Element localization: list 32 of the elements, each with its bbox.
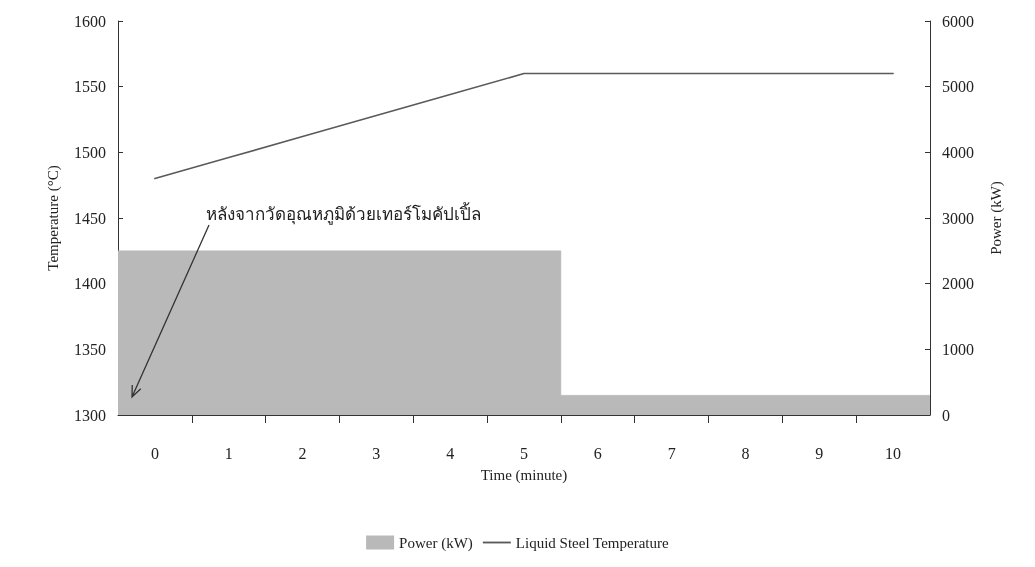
y2-tick-label: 3000 xyxy=(942,209,974,227)
x-tick-label: 9 xyxy=(815,444,824,462)
x-tick-label: 0 xyxy=(150,444,159,462)
x-tick-label: 6 xyxy=(593,444,602,462)
annotation: หลังจากวัดอุณหภูมิด้วยเทอร์โมคัปเปิ้ล xyxy=(206,201,481,227)
y2-tick-label: 1000 xyxy=(942,340,974,358)
legend-label: Power (kW) xyxy=(399,534,473,552)
line-series xyxy=(154,72,894,180)
x-axis-title: Time (minute) xyxy=(480,466,568,484)
x-tick-label: 10 xyxy=(885,444,902,462)
x-tick-label: 5 xyxy=(520,444,528,462)
y-axis-title: Temperature (°C) xyxy=(44,165,62,271)
y2-tick-label: 4000 xyxy=(942,143,974,161)
y2-axis-title: Power (kW) xyxy=(987,181,1005,255)
x-tick-label: 3 xyxy=(372,444,381,462)
y-tick-label: 1400 xyxy=(74,275,106,293)
y2-tick-label: 5000 xyxy=(942,78,974,96)
y-tick-label: 1350 xyxy=(74,340,106,358)
x-tick-label: 4 xyxy=(446,444,455,462)
legend-label: Liquid Steel Temperature xyxy=(515,534,669,551)
y2-tick-label: 0 xyxy=(942,406,950,424)
x-tick-label: 7 xyxy=(667,444,676,462)
x-tick-label: 2 xyxy=(298,444,307,462)
y-tick-label: 1600 xyxy=(74,12,106,30)
y-tick-label: 1500 xyxy=(74,143,106,161)
y-tick-label: 1300 xyxy=(74,406,106,424)
y-tick-label: 1550 xyxy=(74,78,106,96)
y2-tick-label: 6000 xyxy=(942,12,974,30)
x-tick-label: 8 xyxy=(741,444,750,462)
y2-tick-label: 2000 xyxy=(942,275,974,293)
x-tick-label: 1 xyxy=(224,444,233,462)
y-tick-label: 1450 xyxy=(74,209,106,227)
